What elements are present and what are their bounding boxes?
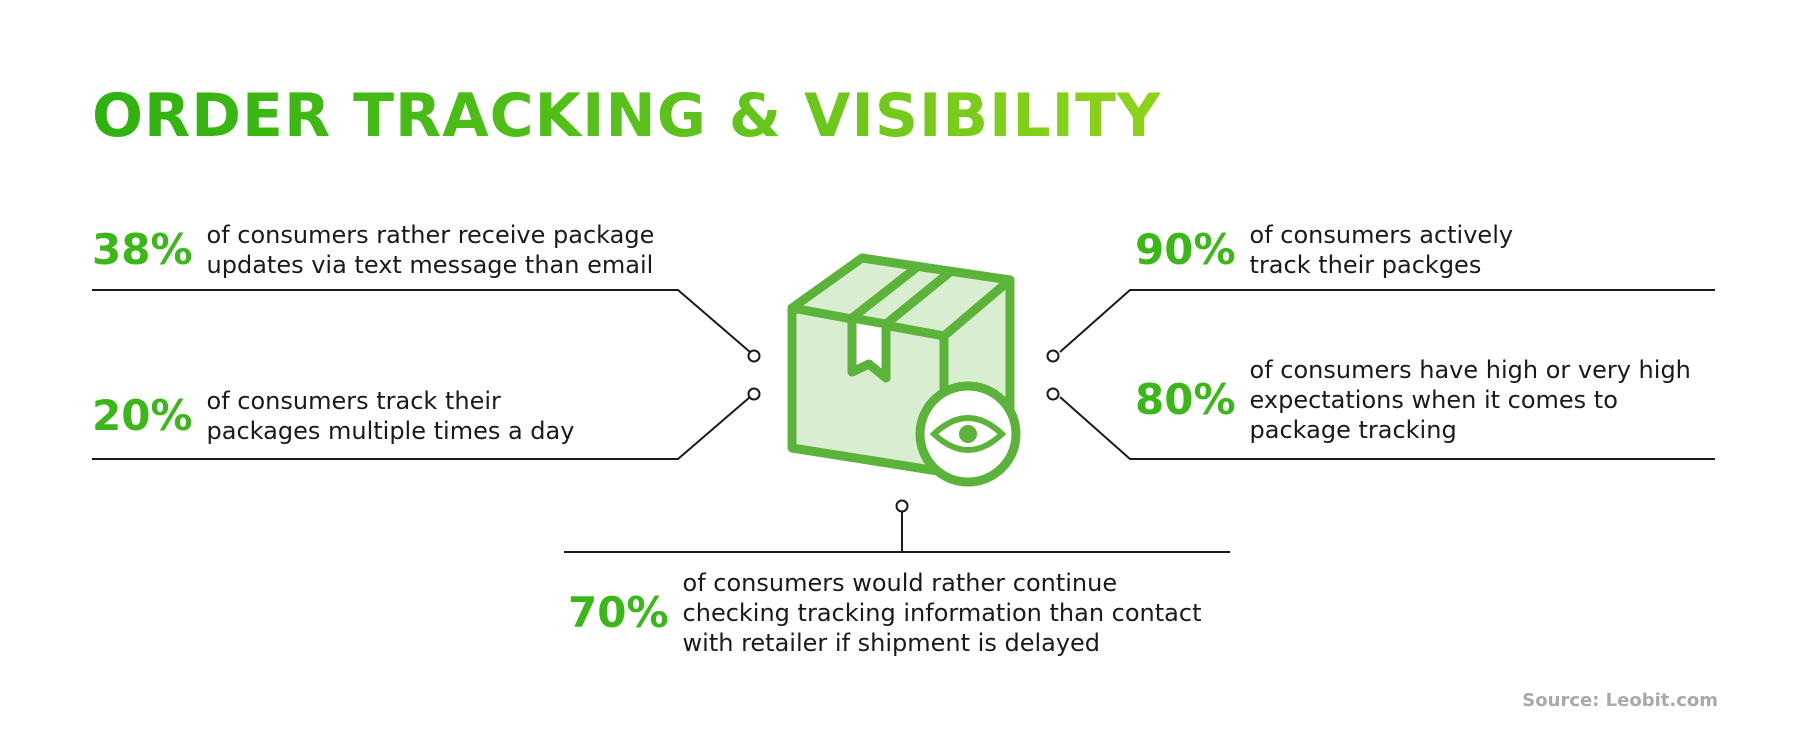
connector-38 <box>92 289 751 353</box>
stat-line: packages multiple times a day <box>206 417 575 445</box>
connector-90 <box>1059 289 1715 353</box>
stat-line: package tracking <box>1249 416 1457 444</box>
connector-dot <box>747 349 761 363</box>
stat-description: of consumers actively track their packge… <box>1250 220 1514 280</box>
stat-line: checking tracking information than conta… <box>682 599 1202 627</box>
source-credit: Source: Leobit.com <box>1522 690 1718 711</box>
stat-value: 70% <box>568 588 669 637</box>
stat-value: 90% <box>1135 225 1236 274</box>
stat-90: 90% of consumers actively track their pa… <box>1135 220 1513 280</box>
stat-line: track their packges <box>1249 251 1482 279</box>
stat-20: 20% of consumers track their packages mu… <box>92 386 574 446</box>
connector-dot <box>895 499 909 513</box>
stat-80: 80% of consumers have high or very high … <box>1135 355 1691 445</box>
stat-line: of consumers would rather continue <box>682 569 1118 597</box>
stat-line: with retailer if shipment is delayed <box>682 629 1101 657</box>
stat-description: of consumers have high or very high expe… <box>1250 355 1691 445</box>
stat-description: of consumers rather receive package upda… <box>207 220 655 280</box>
stat-value: 20% <box>92 391 193 440</box>
package-eye-icon <box>787 253 1015 477</box>
stat-line: updates via text message than email <box>206 251 654 279</box>
connector-20 <box>92 396 751 460</box>
stat-description: of consumers would rather continue check… <box>683 568 1202 658</box>
page-title: ORDER TRACKING & VISIBILITY <box>92 81 1162 151</box>
stat-description: of consumers track their packages multip… <box>207 386 575 446</box>
stat-line: expectations when it comes to <box>1249 386 1618 414</box>
stat-38: 38% of consumers rather receive package … <box>92 220 654 280</box>
connector-dot <box>747 387 761 401</box>
eye-badge <box>915 381 1021 487</box>
connector-80 <box>1059 396 1715 460</box>
stat-line: of consumers have high or very high <box>1249 356 1691 384</box>
stat-line: of consumers rather receive package <box>206 221 655 249</box>
stat-value: 38% <box>92 225 193 274</box>
stat-value: 80% <box>1135 375 1236 424</box>
connector-dot <box>1046 387 1060 401</box>
stat-line: of consumers actively <box>1249 221 1514 249</box>
stat-line: of consumers track their <box>206 387 501 415</box>
connector-dot <box>1046 349 1060 363</box>
stat-70: 70% of consumers would rather continue c… <box>568 568 1201 658</box>
